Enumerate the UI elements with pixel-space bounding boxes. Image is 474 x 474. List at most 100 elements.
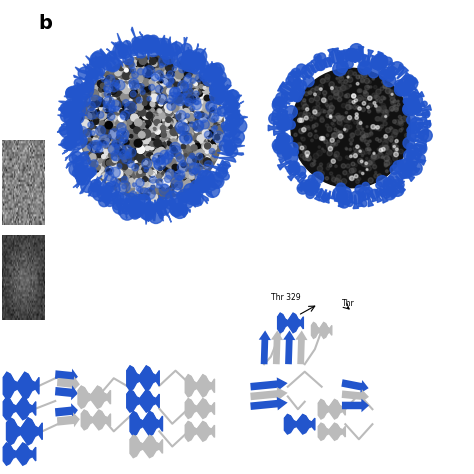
Circle shape — [123, 141, 131, 149]
Circle shape — [164, 101, 169, 106]
Circle shape — [337, 97, 342, 101]
Circle shape — [190, 96, 196, 103]
Circle shape — [193, 164, 203, 173]
Circle shape — [109, 82, 119, 92]
Circle shape — [214, 109, 220, 116]
Circle shape — [139, 205, 154, 219]
Circle shape — [202, 99, 208, 105]
Circle shape — [394, 105, 399, 110]
Circle shape — [152, 183, 158, 190]
Circle shape — [154, 162, 160, 168]
Circle shape — [192, 151, 199, 156]
FancyArrow shape — [283, 330, 295, 365]
Circle shape — [385, 128, 391, 133]
Circle shape — [323, 150, 326, 153]
Circle shape — [164, 182, 171, 189]
Circle shape — [381, 103, 386, 108]
Circle shape — [73, 103, 82, 111]
Polygon shape — [203, 176, 221, 182]
Circle shape — [121, 65, 126, 69]
Circle shape — [328, 109, 333, 115]
Circle shape — [168, 113, 173, 118]
Circle shape — [199, 118, 207, 125]
Circle shape — [131, 63, 136, 68]
Circle shape — [161, 46, 171, 56]
Circle shape — [358, 61, 371, 75]
Circle shape — [130, 117, 135, 122]
Circle shape — [341, 103, 346, 108]
Circle shape — [173, 92, 184, 104]
Circle shape — [137, 165, 141, 169]
Circle shape — [146, 193, 153, 200]
Circle shape — [112, 140, 120, 148]
Circle shape — [72, 91, 79, 99]
Circle shape — [81, 128, 87, 135]
Circle shape — [134, 160, 137, 163]
Circle shape — [211, 64, 217, 70]
Circle shape — [211, 145, 217, 150]
Circle shape — [167, 183, 175, 192]
Circle shape — [195, 167, 204, 175]
Circle shape — [82, 115, 86, 119]
Circle shape — [111, 131, 119, 139]
Circle shape — [215, 107, 220, 113]
Circle shape — [176, 153, 182, 159]
Circle shape — [120, 137, 128, 145]
Circle shape — [208, 182, 216, 191]
Polygon shape — [86, 56, 104, 68]
Polygon shape — [379, 189, 388, 203]
Circle shape — [85, 75, 92, 82]
Circle shape — [121, 93, 129, 101]
Circle shape — [364, 133, 368, 137]
FancyArrow shape — [250, 397, 288, 410]
Circle shape — [378, 57, 384, 63]
Circle shape — [113, 71, 120, 77]
Circle shape — [203, 87, 210, 94]
Circle shape — [97, 118, 103, 125]
Circle shape — [382, 147, 385, 151]
Circle shape — [94, 65, 105, 76]
Circle shape — [183, 89, 189, 94]
Circle shape — [159, 76, 162, 79]
Circle shape — [102, 136, 107, 140]
Circle shape — [152, 61, 157, 66]
Circle shape — [207, 128, 215, 136]
Circle shape — [345, 84, 350, 89]
Circle shape — [209, 148, 215, 154]
Circle shape — [204, 124, 208, 128]
Circle shape — [147, 185, 155, 193]
Circle shape — [74, 163, 85, 174]
Circle shape — [75, 156, 84, 165]
Circle shape — [93, 119, 99, 125]
Circle shape — [272, 98, 286, 112]
Circle shape — [348, 70, 353, 76]
Circle shape — [153, 38, 167, 54]
Circle shape — [152, 73, 159, 81]
Circle shape — [117, 160, 125, 167]
Circle shape — [172, 155, 177, 159]
Circle shape — [135, 59, 139, 64]
Circle shape — [273, 139, 284, 151]
Circle shape — [134, 127, 140, 134]
Circle shape — [387, 71, 394, 79]
Circle shape — [134, 79, 139, 84]
Circle shape — [211, 127, 216, 132]
Circle shape — [180, 134, 189, 143]
Circle shape — [157, 45, 166, 54]
Circle shape — [297, 183, 309, 194]
Circle shape — [145, 145, 153, 154]
Circle shape — [122, 185, 126, 189]
Circle shape — [165, 64, 173, 72]
Circle shape — [157, 146, 163, 151]
Circle shape — [126, 60, 134, 68]
Circle shape — [165, 145, 173, 152]
Circle shape — [337, 91, 343, 97]
Circle shape — [395, 82, 406, 93]
Circle shape — [154, 117, 160, 123]
Circle shape — [137, 187, 143, 192]
Circle shape — [166, 150, 170, 154]
Circle shape — [387, 114, 389, 116]
Circle shape — [151, 172, 155, 176]
Circle shape — [369, 149, 371, 151]
Circle shape — [357, 90, 361, 92]
